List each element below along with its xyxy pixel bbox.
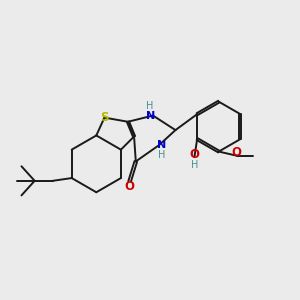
Text: O: O <box>232 146 242 159</box>
Text: H: H <box>191 160 198 170</box>
Text: N: N <box>146 110 155 121</box>
Text: H: H <box>146 101 154 111</box>
Text: O: O <box>189 148 200 161</box>
Text: S: S <box>100 111 109 124</box>
Text: H: H <box>158 150 166 160</box>
Text: O: O <box>124 180 135 193</box>
Text: N: N <box>157 140 167 150</box>
